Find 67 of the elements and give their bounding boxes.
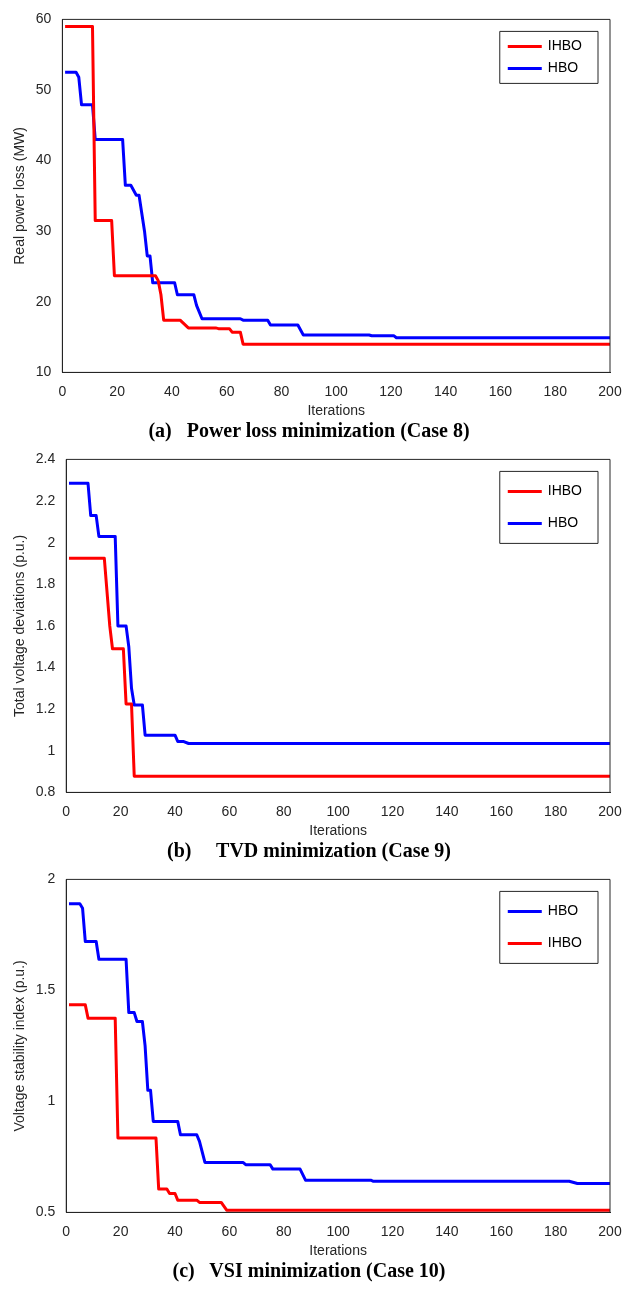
x-tick-label: 180 [543,382,568,399]
y-tick-label: 1.4 [35,658,56,675]
y-tick-label: 1.5 [35,981,56,998]
x-tick-label: 0 [62,1222,71,1239]
x-tick-label: 40 [164,382,180,399]
x-tick-label: 100 [324,382,349,399]
x-axis-title: Iterations [309,822,367,839]
x-tick-label: 60 [221,1222,238,1239]
x-tick-label: 20 [112,802,129,819]
x-tick-label: 180 [543,1222,568,1239]
x-tick-label: 40 [167,802,184,819]
legend-label: HBO [547,902,579,919]
x-tick-label: 200 [598,382,622,399]
text: (c) VSI minimization (Case 10) [172,1259,446,1283]
legend-label: IHBO [547,37,583,54]
y-tick-label: 60 [35,10,52,27]
y-tick-label: 1.6 [35,616,56,633]
x-tick-label: 20 [112,1222,129,1239]
y-tick-label: 2.4 [35,450,56,467]
x-tick-label: 0 [62,802,71,819]
x-tick-label: 140 [435,802,459,819]
x-tick-label: 160 [489,802,514,819]
x-tick-label: 80 [275,802,292,819]
y-tick-label: 2 [47,533,56,550]
y-tick-label: 40 [35,151,52,168]
x-tick-label: 120 [380,802,405,819]
y-tick-label: 2 [47,870,56,887]
y-axis-title: Total voltage deviations (p.u.) [11,534,28,717]
y-tick-label: 10 [35,363,52,380]
legend-label: HBO [547,59,579,76]
legend-label: IHBO [547,482,583,499]
x-tick-label: 80 [275,1222,292,1239]
y-tick-label: 2.2 [35,491,56,508]
y-tick-label: 1 [47,1092,56,1109]
x-tick-label: 120 [379,382,403,399]
x-axis-title: Iterations [307,402,365,419]
x-tick-label: 80 [273,382,290,399]
y-axis-title: Real power loss (MW) [11,127,28,265]
x-tick-label: 0 [58,382,67,399]
x-tick-label: 100 [326,802,351,819]
x-tick-label: 40 [167,1222,184,1239]
text: (b) TVD minimization (Case 9) [166,839,452,863]
y-tick-label: 0.5 [35,1203,56,1220]
x-tick-label: 140 [434,382,458,399]
x-tick-label: 180 [543,802,568,819]
legend-label: IHBO [547,934,583,951]
x-tick-label: 200 [598,1222,622,1239]
x-tick-label: 20 [109,382,126,399]
x-tick-label: 60 [218,382,235,399]
y-tick-label: 0.8 [35,783,56,800]
y-axis-title: Voltage stability index (p.u.) [11,960,28,1132]
x-tick-label: 160 [489,1222,514,1239]
x-tick-label: 160 [488,382,513,399]
text: (a) Power loss minimization (Case 8) [148,419,470,443]
x-tick-label: 200 [598,802,622,819]
y-tick-label: 1.2 [35,700,56,717]
x-tick-label: 140 [435,1222,459,1239]
y-tick-label: 20 [35,292,52,309]
y-tick-label: 30 [35,222,52,239]
y-tick-label: 1.8 [35,575,56,592]
x-tick-label: 120 [380,1222,405,1239]
x-tick-label: 60 [221,802,238,819]
y-tick-label: 50 [35,80,52,97]
legend-label: HBO [547,514,579,531]
y-tick-label: 1 [47,741,56,758]
x-tick-label: 100 [326,1222,351,1239]
x-axis-title: Iterations [309,1242,367,1259]
